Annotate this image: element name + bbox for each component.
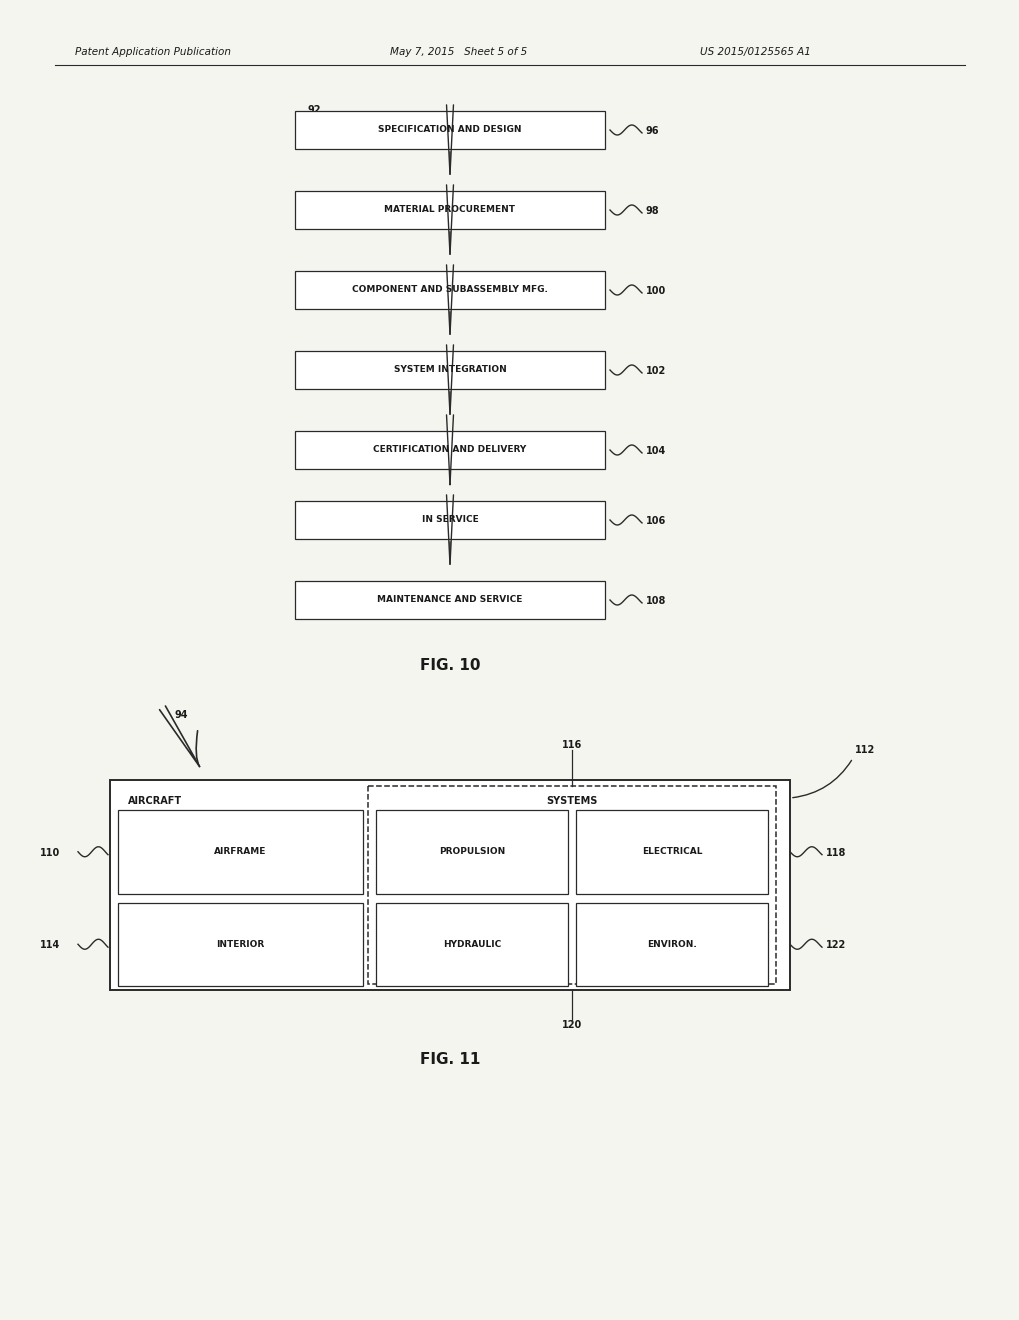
Text: 98: 98: [645, 206, 659, 216]
Text: COMPONENT AND SUBASSEMBLY MFG.: COMPONENT AND SUBASSEMBLY MFG.: [352, 285, 547, 294]
Text: FIG. 11: FIG. 11: [420, 1052, 480, 1068]
Text: 110: 110: [40, 847, 60, 858]
Bar: [576, 903, 767, 986]
Text: HYDRAULIC: HYDRAULIC: [443, 940, 501, 949]
Bar: [376, 810, 568, 894]
Text: IN SERVICE: IN SERVICE: [421, 516, 478, 524]
Text: US 2015/0125565 A1: US 2015/0125565 A1: [699, 48, 810, 57]
Bar: [294, 432, 604, 469]
Text: FIG. 10: FIG. 10: [420, 657, 480, 672]
Text: INTERIOR: INTERIOR: [216, 940, 264, 949]
Text: 118: 118: [825, 847, 846, 858]
Text: SYSTEMS: SYSTEMS: [546, 796, 597, 807]
Text: 92: 92: [308, 106, 321, 115]
Bar: [576, 810, 767, 894]
Text: 108: 108: [645, 597, 665, 606]
Text: 112: 112: [854, 744, 874, 755]
Text: ENVIRON.: ENVIRON.: [647, 940, 697, 949]
Text: 120: 120: [561, 1020, 582, 1030]
Bar: [118, 903, 363, 986]
Text: 102: 102: [645, 366, 665, 376]
Bar: [294, 502, 604, 539]
Text: ELECTRICAL: ELECTRICAL: [642, 847, 702, 857]
Text: 116: 116: [561, 741, 582, 750]
Bar: [294, 271, 604, 309]
Text: 106: 106: [645, 516, 665, 525]
Text: 100: 100: [645, 286, 665, 296]
Text: AIRFRAME: AIRFRAME: [214, 847, 266, 857]
Text: CERTIFICATION AND DELIVERY: CERTIFICATION AND DELIVERY: [373, 446, 526, 454]
Bar: [294, 111, 604, 149]
Text: 114: 114: [40, 940, 60, 950]
Bar: [368, 785, 775, 983]
Bar: [376, 903, 568, 986]
Text: PROPULSION: PROPULSION: [439, 847, 505, 857]
Bar: [294, 351, 604, 389]
Text: May 7, 2015   Sheet 5 of 5: May 7, 2015 Sheet 5 of 5: [389, 48, 527, 57]
Text: AIRCRAFT: AIRCRAFT: [127, 796, 182, 807]
Text: 122: 122: [825, 940, 846, 950]
Text: SYSTEM INTEGRATION: SYSTEM INTEGRATION: [393, 366, 505, 375]
Text: SPECIFICATION AND DESIGN: SPECIFICATION AND DESIGN: [378, 125, 522, 135]
Bar: [118, 810, 363, 894]
Text: Patent Application Publication: Patent Application Publication: [75, 48, 230, 57]
Text: MAINTENANCE AND SERVICE: MAINTENANCE AND SERVICE: [377, 595, 522, 605]
Bar: [294, 581, 604, 619]
Bar: [294, 191, 604, 228]
Text: 94: 94: [175, 710, 189, 719]
Text: 96: 96: [645, 125, 659, 136]
Bar: [110, 780, 790, 990]
Text: MATERIAL PROCUREMENT: MATERIAL PROCUREMENT: [384, 206, 515, 214]
Text: 104: 104: [645, 446, 665, 455]
